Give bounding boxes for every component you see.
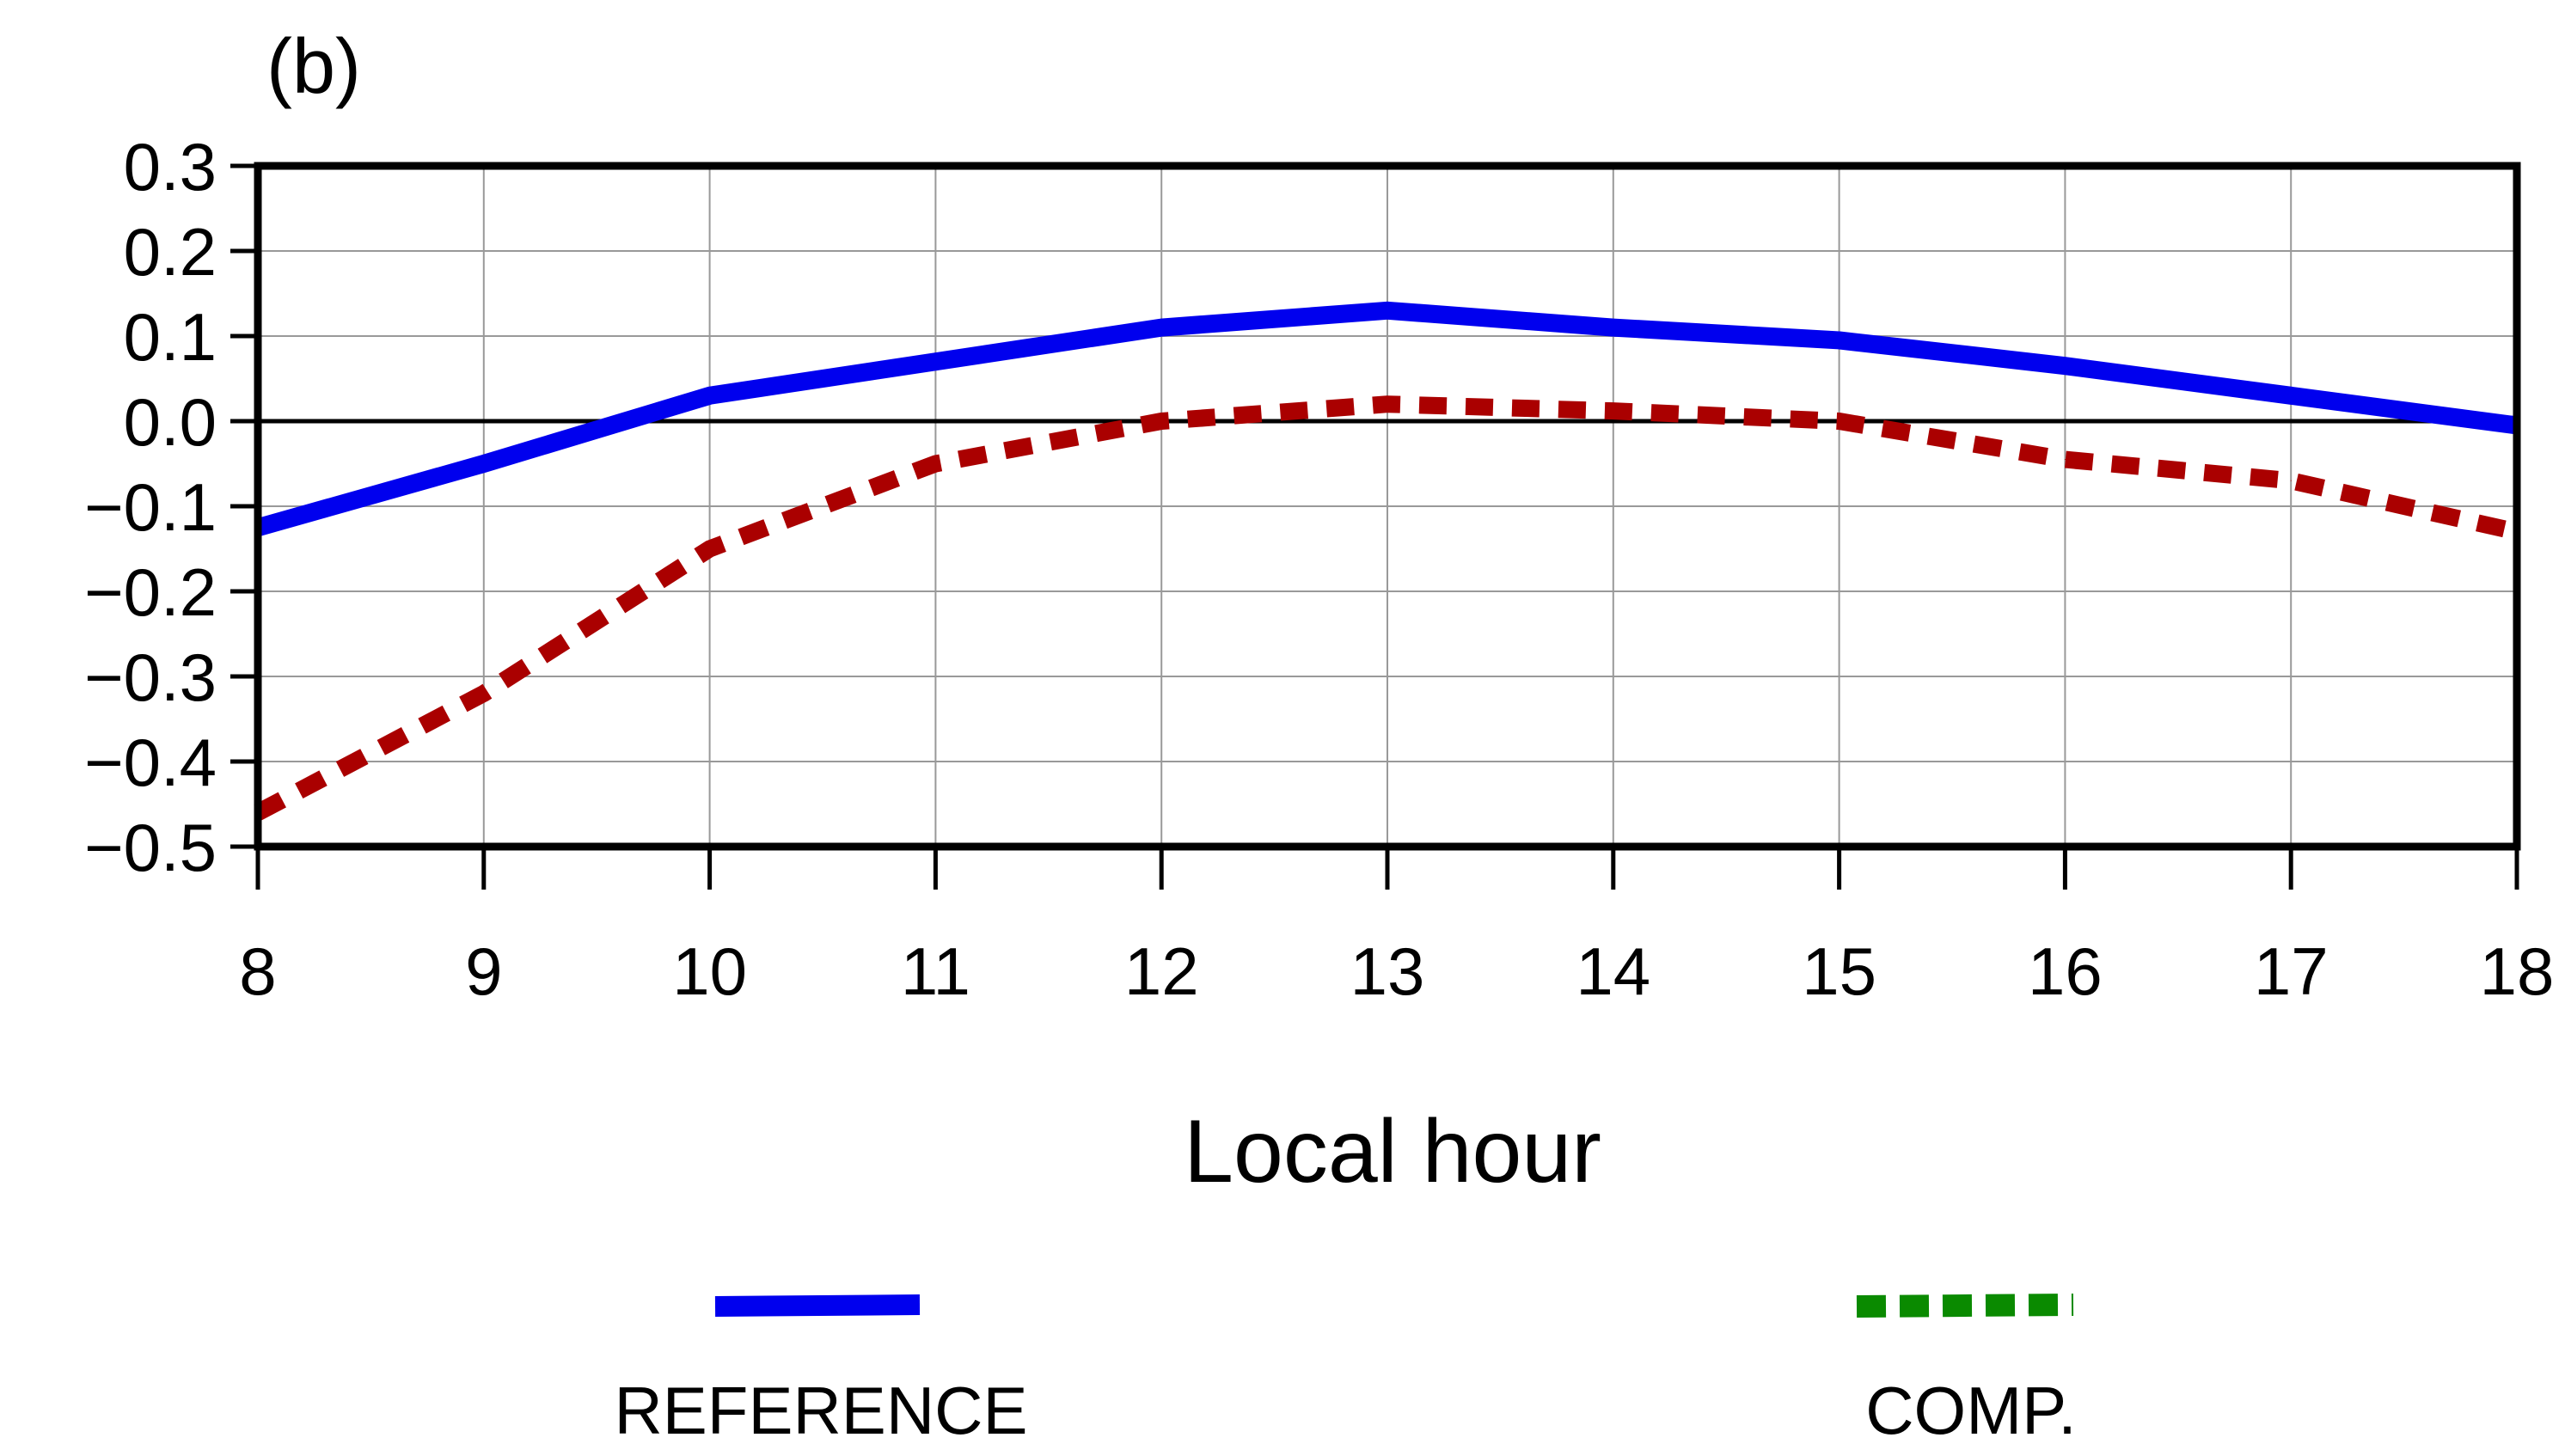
x-tick-label: 11 xyxy=(901,933,970,1009)
x-axis: 8 9 10 11 12 13 14 15 16 17 18 xyxy=(239,847,2554,1009)
x-tick-label: 17 xyxy=(2254,933,2329,1009)
y-tick-label: −0.2 xyxy=(84,554,217,630)
data-point-2-17 xyxy=(2290,480,2292,481)
x-tick-label: 16 xyxy=(2028,933,2103,1009)
x-tick-label: 13 xyxy=(1350,933,1425,1009)
x-tick-label: 9 xyxy=(465,933,502,1009)
data-point-1-10 xyxy=(709,395,711,396)
x-tick-label: 8 xyxy=(239,933,276,1009)
data-point-2-12 xyxy=(1160,420,1162,422)
panel-label: (b) xyxy=(266,24,361,110)
data-point-2-13 xyxy=(1387,403,1388,405)
data-point-1-16 xyxy=(2064,365,2066,367)
y-tick-label: 0.2 xyxy=(124,214,217,290)
data-point-1-17 xyxy=(2290,395,2292,396)
data-point-2-9 xyxy=(483,693,485,694)
y-tick-label: −0.4 xyxy=(84,725,217,800)
data-point-2-16 xyxy=(2064,459,2066,461)
data-point-1-12 xyxy=(1160,327,1162,328)
data-point-2-15 xyxy=(1839,420,1840,422)
y-axis: 0.3 0.2 0.1 0.0 −0.1 −0.2 −0.3 −0.4 −0.5 xyxy=(84,129,258,885)
data-point-2-10 xyxy=(709,548,711,549)
y-tick-label: −0.5 xyxy=(84,810,217,885)
data-point-1-9 xyxy=(483,463,485,464)
legend-swatch-2 xyxy=(1856,1294,2074,1318)
x-tick-label: 12 xyxy=(1124,933,1199,1009)
legend-label-2: COMP. xyxy=(1865,1373,2077,1448)
data-point-1-11 xyxy=(934,361,936,363)
x-tick-label: 15 xyxy=(1802,933,1876,1009)
y-tick-label: −0.3 xyxy=(84,639,217,715)
x-tick-label: 18 xyxy=(2480,933,2555,1009)
y-tick-label: 0.1 xyxy=(124,299,217,375)
x-axis-title: Local hour xyxy=(1184,1102,1601,1202)
legend: REFERENCE COMP. xyxy=(614,1294,2077,1448)
y-tick-label: 0.3 xyxy=(124,129,217,205)
legend-swatch-1 xyxy=(714,1294,921,1317)
data-point-2-11 xyxy=(934,463,936,464)
legend-label-1: REFERENCE xyxy=(614,1373,1027,1448)
y-tick-label: 0.0 xyxy=(124,384,217,460)
y-tick-label: −0.1 xyxy=(84,469,217,545)
x-tick-label: 14 xyxy=(1576,933,1650,1009)
data-point-1-13 xyxy=(1387,309,1388,311)
grid xyxy=(257,165,2518,847)
x-tick-label: 10 xyxy=(672,933,747,1009)
